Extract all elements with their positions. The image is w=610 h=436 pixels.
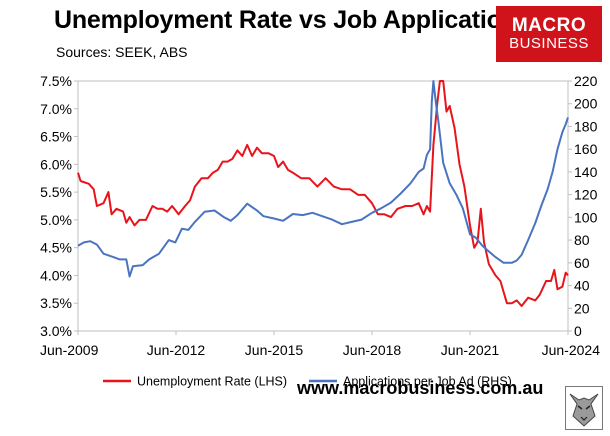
y-left-tick-label: 6.0% [40,156,72,172]
x-tick-label: Jun-2018 [343,342,402,358]
series-line-unemployment-rate [77,80,569,307]
chart-legend: Unemployment Rate (LHS) Applications per … [103,375,512,389]
plot-area-border [77,80,569,332]
chart-series [77,80,569,307]
y-right-tick-label: 20 [574,300,590,316]
logo-line-1: MACRO [511,15,587,36]
series-line-applications-per-job-ad [77,80,569,278]
y-right-tick-label: 180 [574,118,598,134]
y-left-tick-label: 3.5% [40,295,72,311]
wolf-logo-icon [565,386,603,430]
y-left-tick-label: 6.5% [40,129,72,145]
y-left-tick-label: 7.0% [40,101,72,117]
chart-title: Unemployment Rate vs Job Applications [54,6,531,34]
legend-label: Unemployment Rate (LHS) [137,375,287,389]
y-left-tick-label: 4.0% [40,267,72,283]
logo-line-2: BUSINESS [509,35,589,52]
x-tick-label: Jun-2012 [147,342,206,358]
y-right-tick-label: 0 [574,323,582,339]
y-right-tick-label: 220 [574,73,598,89]
chart-subtitle: Sources: SEEK, ABS [56,44,188,60]
y-left-tick-label: 5.0% [40,212,72,228]
x-tick-label: Jun-2021 [441,342,500,358]
y-left-tick-label: 5.5% [40,184,72,200]
chart-axes: 3.0% 3.5% 4.0% 4.5% 5.0% 5.5% 6.0% 6.5% 7.0% 7.5%… [40,73,600,358]
x-tick-label: Jun-2009 [40,342,99,358]
y-right-tick-label: 160 [574,141,598,157]
y-left-tick-label: 7.5% [40,73,72,89]
macrobusiness-logo: MACRO BUSINESS [496,6,602,62]
y-left-tick-label: 3.0% [40,323,72,339]
y-right-tick-label: 200 [574,96,598,112]
y-left-tick-label: 4.5% [40,240,72,256]
y-right-tick-label: 100 [574,209,598,225]
x-tick-label: Jun-2015 [245,342,304,358]
x-tick-label: Jun-2024 [542,342,601,358]
y-right-tick-label: 80 [574,232,590,248]
website-url: www.macrobusiness.com.au [297,378,544,398]
y-right-tick-label: 140 [574,164,598,180]
legend-label: Applications per Job Ad (RHS) [343,375,512,389]
y-right-tick-label: 120 [574,187,598,203]
y-right-tick-label: 60 [574,255,590,271]
y-right-tick-label: 40 [574,278,590,294]
